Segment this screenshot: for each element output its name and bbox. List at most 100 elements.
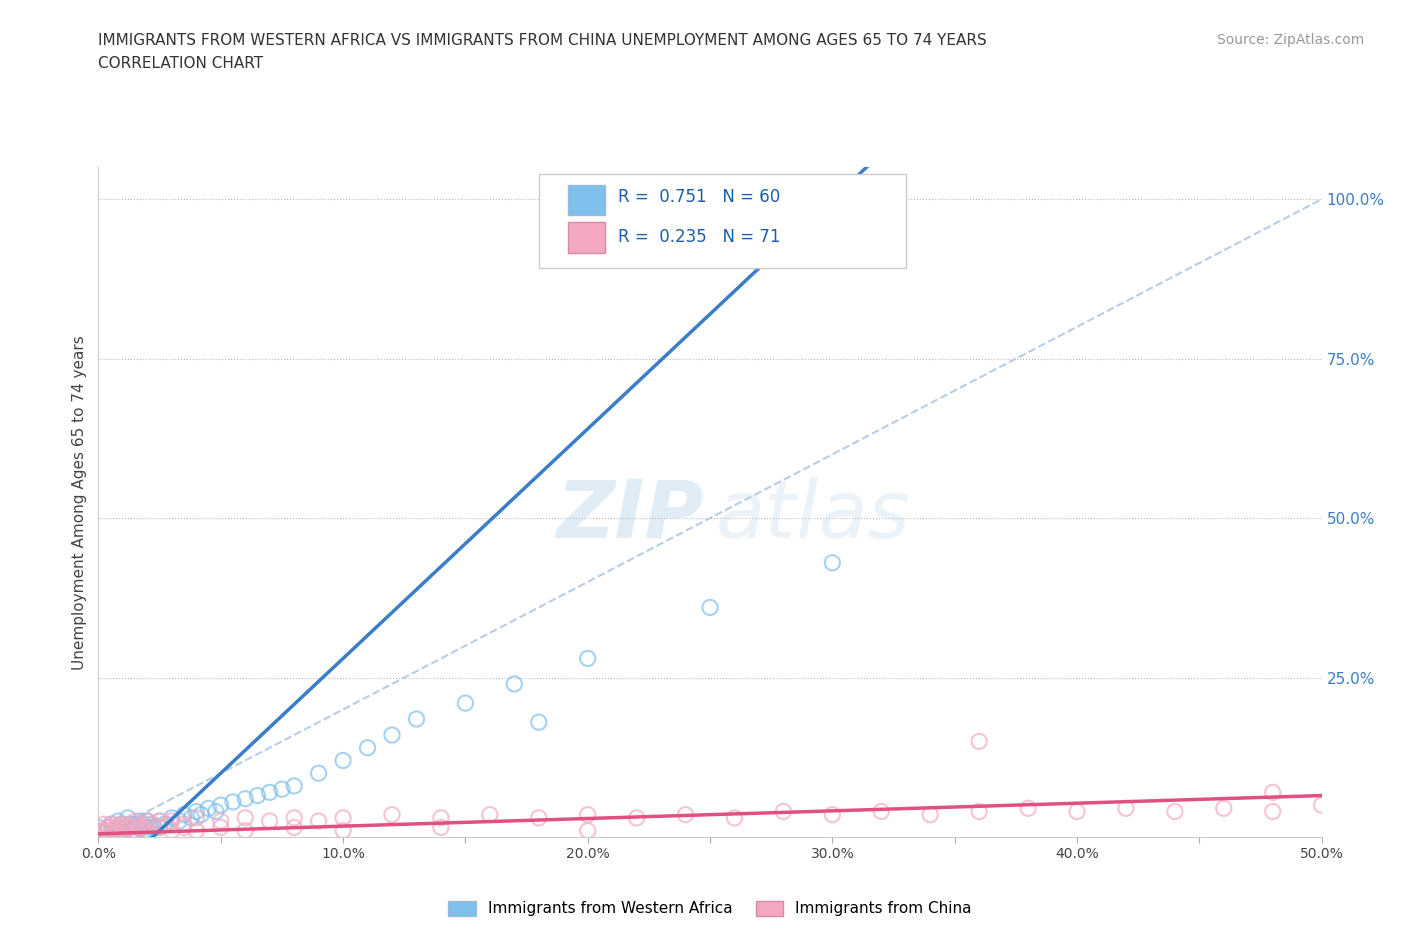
Point — [283, 810, 305, 825]
Point — [114, 823, 136, 838]
Point — [139, 820, 162, 835]
Point — [675, 807, 697, 822]
Point — [478, 807, 501, 822]
Point — [180, 810, 202, 825]
Point — [107, 814, 129, 829]
Point — [141, 817, 163, 831]
Point — [259, 785, 281, 800]
Point — [356, 740, 378, 755]
Point — [94, 823, 117, 838]
Point — [149, 820, 172, 835]
Point — [91, 823, 114, 838]
Point — [117, 820, 139, 835]
Point — [197, 801, 219, 816]
Point — [111, 820, 134, 835]
Point — [160, 814, 183, 829]
Point — [91, 817, 114, 831]
Point — [97, 820, 120, 835]
Point — [920, 807, 942, 822]
Point — [136, 823, 159, 838]
Text: R =  0.751   N = 60: R = 0.751 N = 60 — [619, 188, 780, 206]
Point — [173, 820, 195, 835]
Point — [209, 814, 232, 829]
Point — [101, 823, 124, 838]
Point — [186, 810, 208, 825]
Point — [222, 794, 245, 809]
Point — [97, 820, 120, 835]
Point — [821, 555, 844, 570]
Point — [576, 651, 599, 666]
Point — [104, 820, 127, 835]
Point — [136, 814, 159, 829]
Point — [131, 820, 153, 835]
Point — [129, 814, 152, 829]
Point — [332, 823, 354, 838]
Point — [1164, 804, 1187, 819]
Point — [104, 820, 127, 835]
Point — [381, 727, 404, 742]
Point — [1261, 785, 1284, 800]
Text: Source: ZipAtlas.com: Source: ZipAtlas.com — [1216, 33, 1364, 46]
Point — [127, 820, 149, 835]
Point — [101, 817, 124, 831]
Point — [723, 810, 745, 825]
Point — [821, 807, 844, 822]
Point — [209, 798, 232, 813]
Point — [1066, 804, 1088, 819]
Point — [381, 807, 404, 822]
Legend: Immigrants from Western Africa, Immigrants from China: Immigrants from Western Africa, Immigran… — [449, 901, 972, 916]
Point — [233, 823, 256, 838]
Point — [167, 814, 190, 829]
Point — [503, 676, 526, 691]
Point — [405, 711, 427, 726]
Point — [160, 823, 183, 838]
Point — [527, 715, 550, 730]
Point — [101, 823, 124, 838]
Point — [1310, 798, 1333, 813]
Point — [153, 817, 176, 831]
Point — [121, 823, 143, 838]
Point — [173, 807, 195, 822]
Point — [136, 823, 159, 838]
Point — [160, 810, 183, 825]
Point — [120, 817, 142, 831]
Point — [699, 600, 721, 615]
Point — [772, 192, 794, 206]
Point — [111, 823, 134, 838]
Point — [308, 814, 330, 829]
Text: ZIP: ZIP — [557, 476, 704, 554]
Point — [1212, 801, 1234, 816]
Point — [124, 814, 146, 829]
Point — [1115, 801, 1137, 816]
Point — [107, 820, 129, 835]
Point — [332, 810, 354, 825]
Point — [870, 804, 893, 819]
Point — [283, 820, 305, 835]
Point — [124, 823, 146, 838]
Y-axis label: Unemployment Among Ages 65 to 74 years: Unemployment Among Ages 65 to 74 years — [72, 335, 87, 670]
Point — [131, 817, 153, 831]
Point — [149, 814, 172, 829]
Point — [149, 820, 172, 835]
Point — [454, 696, 477, 711]
Point — [156, 817, 179, 831]
Point — [141, 817, 163, 831]
Point — [100, 817, 122, 831]
Point — [1261, 804, 1284, 819]
FancyBboxPatch shape — [568, 184, 605, 216]
Point — [117, 810, 139, 825]
Text: R =  0.235   N = 71: R = 0.235 N = 71 — [619, 228, 780, 246]
Point — [131, 820, 153, 835]
Point — [120, 820, 142, 835]
Point — [233, 791, 256, 806]
Point — [124, 823, 146, 838]
Text: IMMIGRANTS FROM WESTERN AFRICA VS IMMIGRANTS FROM CHINA UNEMPLOYMENT AMONG AGES : IMMIGRANTS FROM WESTERN AFRICA VS IMMIGR… — [98, 33, 987, 47]
Point — [87, 823, 110, 838]
Point — [110, 817, 132, 831]
Point — [87, 820, 110, 835]
Point — [134, 823, 156, 838]
Point — [190, 807, 212, 822]
Point — [114, 820, 136, 835]
Point — [186, 804, 208, 819]
Point — [430, 820, 453, 835]
